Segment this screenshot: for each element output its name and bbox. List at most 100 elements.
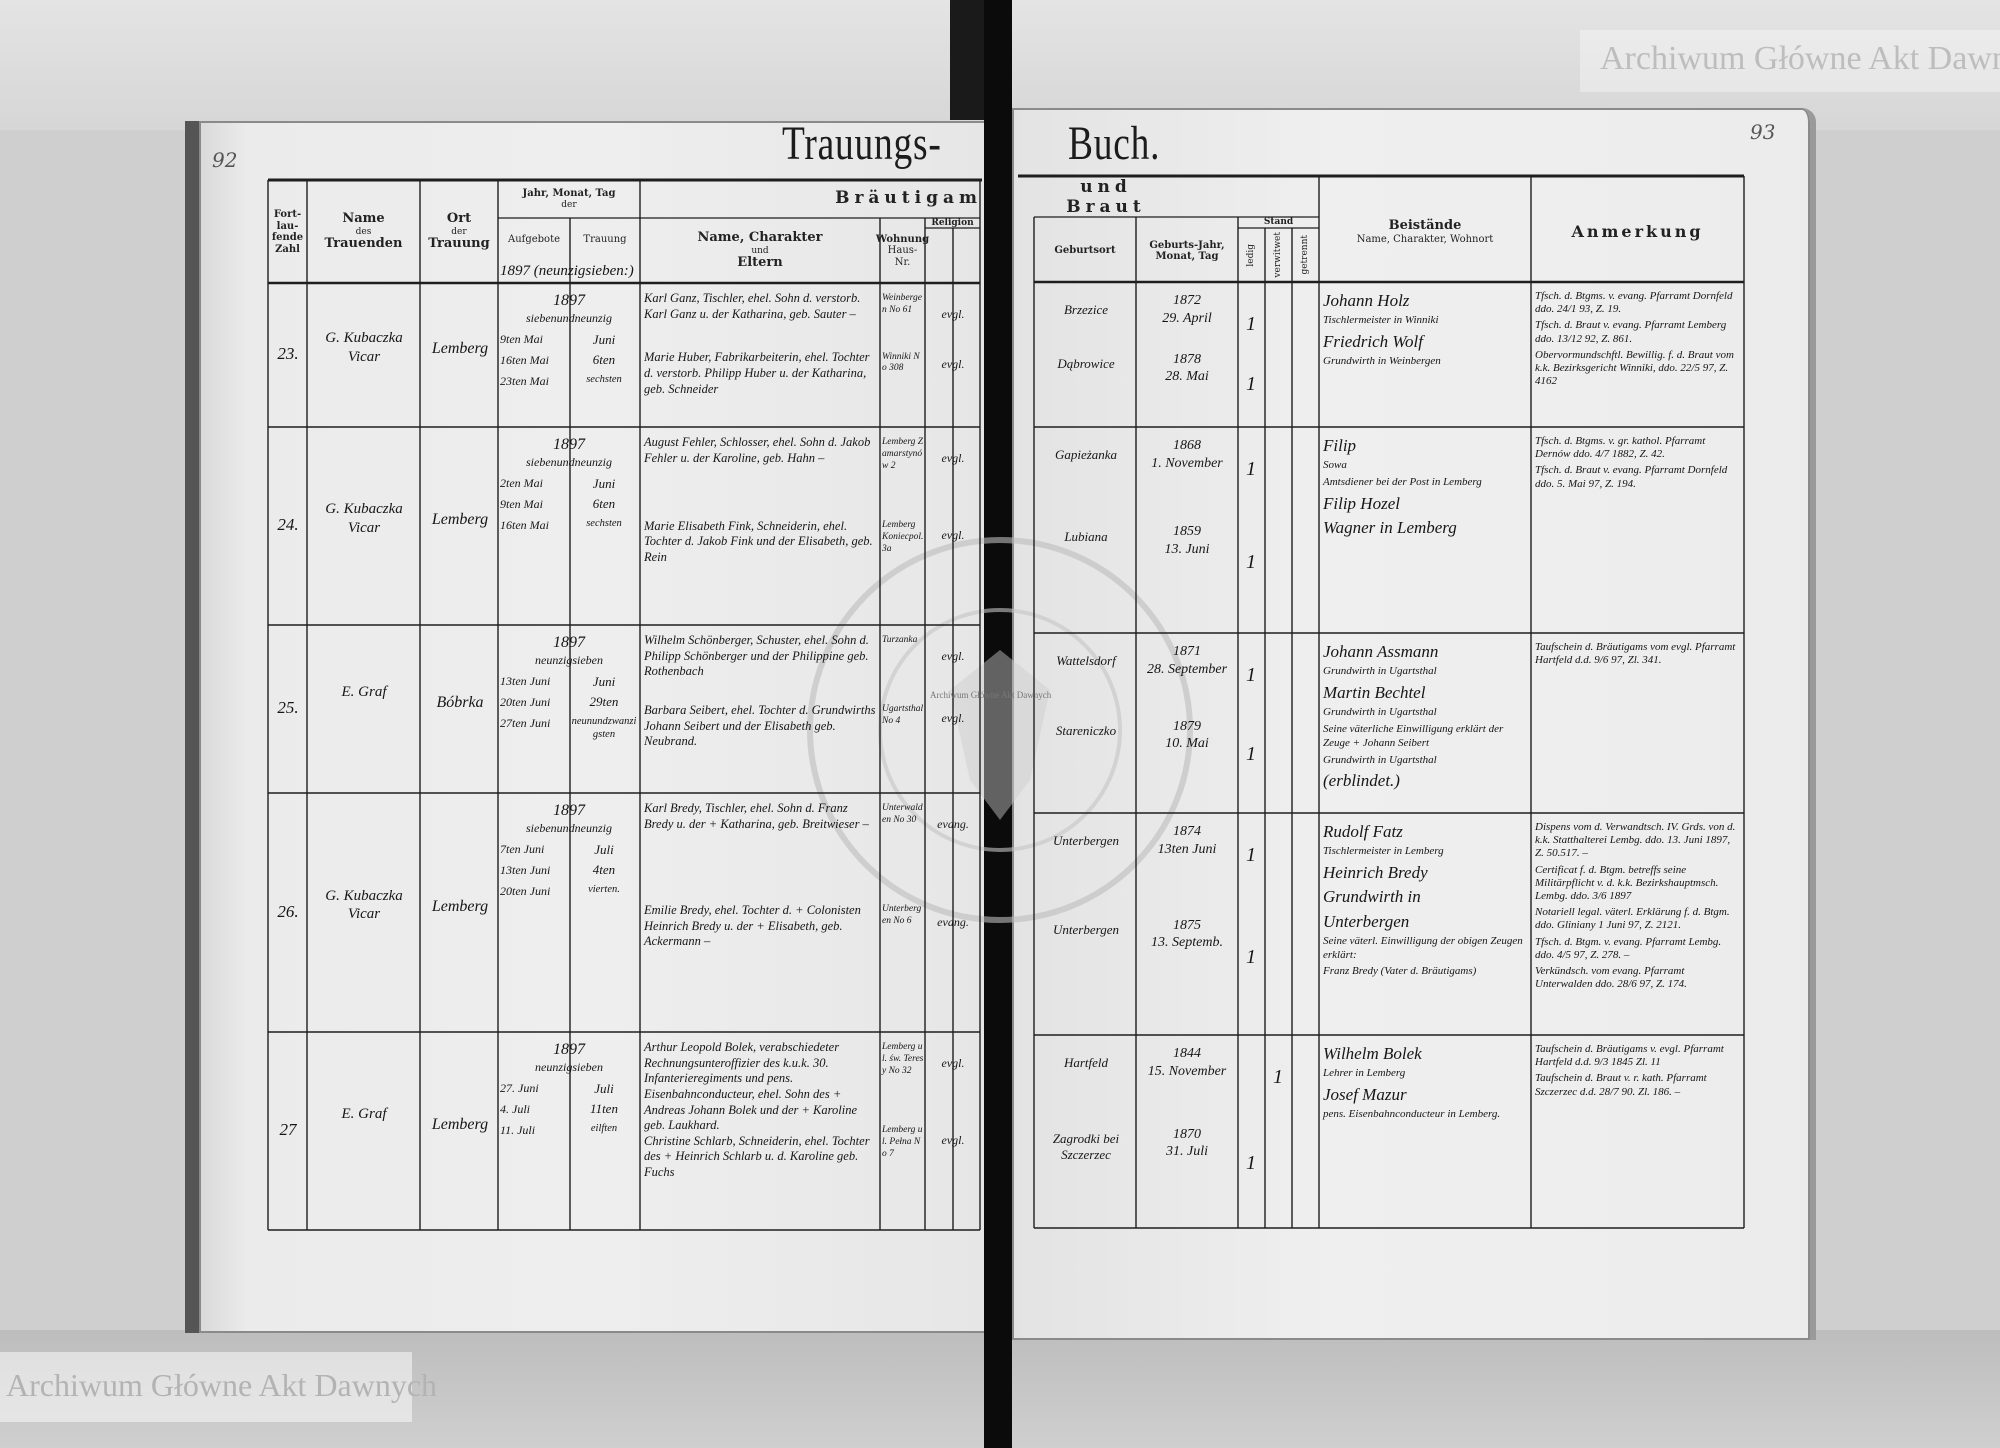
religion-bride: evgl. [927, 528, 979, 543]
status-getrennt-label: getrennt [1300, 235, 1311, 275]
religion-bride-line: evgl. [941, 711, 965, 725]
header-place-line: der [451, 226, 467, 237]
groom-status-mark: 1 [1246, 844, 1256, 866]
birthplace-groom: Brzezice [1036, 302, 1136, 356]
witness-line: pens. Eisenbahnconducteur in Lemberg. [1323, 1108, 1501, 1121]
groom-status-cell: 1 [1240, 457, 1262, 482]
witness-line: Franz Bredy (Vater d. Bräutigams) [1323, 965, 1477, 978]
header-name-parents-line: Eltern [737, 255, 783, 271]
name-parents-bride: Emilie Bredy, ehel. Tochter d. + Colonis… [644, 903, 878, 950]
watermark-box-bottom-left [0, 1352, 412, 1422]
dates-columns: 13ten Juni 20ten Juni 27ten Juni Juni 29ten n… [500, 674, 638, 745]
birthplace-groom: Wattelsdorf [1036, 653, 1136, 723]
residence-bride-line: Ugartsthal No 4 [882, 704, 924, 727]
header-birthdate-line: Geburts-Jahr, [1149, 239, 1225, 251]
wedding-date-line: Juni [592, 332, 616, 347]
page-number-left: 92 [212, 148, 238, 172]
birthplace-bride-line: Stareniczko [1055, 723, 1117, 739]
banns-date: 20ten Juni [500, 695, 551, 709]
header-witnesses-title: Beistände [1388, 217, 1462, 233]
birthdate-bride: 1859 13. Juni [1138, 523, 1236, 558]
banns-date: 4. Juli [500, 1102, 530, 1116]
entry-number: 24. [277, 515, 299, 534]
name-parents-groom-line: Wilhelm Schönberger, Schuster, ehel. Soh… [644, 633, 869, 679]
header-dates-line: Jahr, Monat, Tag [522, 188, 616, 200]
header-place-line: Ort [446, 210, 472, 226]
header-name-parents-line: Name, Charakter [697, 229, 823, 245]
banns-column: 9ten Mai 16ten Mai 23ten Mai [500, 332, 570, 395]
header-birthplace: Geburtsort [1054, 245, 1116, 257]
residence-bride: Unterbergen No 6 [882, 904, 924, 928]
witness-line: Amtsdiener bei der Post in Lemberg [1323, 476, 1482, 488]
groom-status-cell: 1 [1267, 1065, 1289, 1090]
wedding-date-line: eilften [590, 1122, 618, 1134]
bride-status-mark: 1 [1246, 946, 1256, 969]
wedding-date-line: Juni [592, 476, 616, 491]
banns-date: 23ten Mai [500, 374, 549, 388]
entry-number: 23. [277, 344, 299, 363]
witness-line: (erblindet.) [1323, 771, 1400, 791]
header-status: Stand [1263, 217, 1294, 228]
religion-bride: evang. [927, 915, 979, 930]
groom-status-mark: 1 [1246, 664, 1256, 686]
remark-line: Verkündsch. vom evang. Pfarramt Unterwal… [1535, 964, 1687, 991]
officiant-cell: G. Kubaczka Vicar [309, 329, 419, 367]
witness-line: Grundwirth in Ugartsthal [1323, 706, 1437, 719]
religion-bride-line: evang. [937, 914, 969, 929]
wedding-column: Juli 4ten vierten. [570, 842, 638, 905]
name-parents: Karl Ganz, Tischler, ehel. Sohn d. verst… [644, 291, 878, 423]
religion: evgl. evgl. [927, 633, 979, 789]
name-parents-groom: August Fehler, Schlosser, ehel. Sohn d. … [644, 435, 878, 519]
banns-year-words: siebenundneunzig [526, 821, 612, 835]
religion: evang. evang. [927, 801, 979, 1028]
residence-groom: Weinbergen No 61 [882, 293, 924, 352]
officiant-cell: E. Graf [309, 683, 419, 702]
religion: evgl. evgl. [927, 435, 979, 621]
name-parents: Wilhelm Schönberger, Schuster, ehel. Soh… [644, 633, 878, 789]
banns-column: 2ten Mai 9ten Mai 16ten Mai [500, 476, 570, 539]
banns-year-words: neunzigsieben [535, 653, 603, 667]
dates-columns: 27. Juni 4. Juli 11. Juli Juli 11ten eilften [500, 1081, 638, 1144]
witnesses-cell: Johann Assmann Grundwirth in Ugartsthal Ma… [1323, 641, 1529, 795]
banns-date: 13ten Juni [500, 863, 551, 877]
name-parents-groom: Karl Ganz, Tischler, ehel. Sohn d. verst… [644, 291, 878, 350]
name-parents-bride: Christine Schlarb, Schneiderin, ehel. To… [644, 1134, 878, 1181]
header-birthdate: Geburts-Jahr, Monat, Tag [1136, 220, 1238, 282]
religion-groom-line: evgl. [941, 649, 965, 663]
groom-status-mark: 1 [1273, 1066, 1283, 1088]
groom-status-mark: 1 [1246, 458, 1256, 480]
watermark-box-top-right [1580, 30, 2000, 92]
birthdate: 1872 29. April 1878 28. Mai [1138, 292, 1236, 423]
banns-year: 1897 [553, 634, 585, 651]
witness-line: Seine väterl. Einwilligung der obigen Ze… [1323, 934, 1523, 961]
officiant-cell: G. Kubaczka Vicar [309, 500, 419, 538]
header-officiant-line: Trauenden [324, 236, 403, 252]
birthdate-groom: 1868 1. November [1138, 437, 1236, 523]
groom-status-cell: 1 [1240, 312, 1262, 337]
religion-groom: evang. [927, 801, 979, 915]
religion-groom: evgl. [927, 291, 979, 357]
banns-year-words: siebenundneunzig [526, 311, 612, 325]
name-parents-groom: Karl Bredy, Tischler, ehel. Sohn d. Fran… [644, 801, 878, 903]
header-status-getrennt: getrennt [1292, 230, 1319, 280]
header-religion: Religion [931, 217, 974, 228]
birthdate-bride-line: 1879 [1173, 718, 1201, 734]
bride-status-mark: 1 [1246, 1152, 1256, 1175]
birthdate-groom-line: 1871 [1173, 644, 1201, 659]
watermark-bottom-left: Archiwum Główne Akt Dawnych [6, 1367, 438, 1403]
remark-line: Taufschein d. Bräutigams v. evgl. Pfarra… [1535, 1043, 1724, 1069]
header-wedding: Trauung [583, 234, 627, 246]
residence-bride: Lemberg Koniecpol. 3a [882, 520, 924, 556]
birthdate-bride-line: 28. Mai [1165, 369, 1209, 385]
header-name-parents: Name, Charakter und Eltern [640, 220, 880, 282]
religion-groom: evgl. [927, 633, 979, 711]
banns-date: 13ten Juni [500, 674, 551, 688]
residence-bride: Ugartsthal No 4 [882, 704, 924, 728]
wedding-date-line: vierten. [588, 883, 620, 895]
birthplace-groom-line: Unterbergen [1053, 833, 1119, 848]
entry-number-cell: 27 [270, 1119, 306, 1140]
witness-line: Friedrich Wolf [1323, 332, 1423, 351]
wedding-place: Lemberg [431, 1116, 489, 1133]
religion-groom: evgl. [927, 435, 979, 528]
birthplace-bride: Lubiana [1036, 529, 1136, 545]
